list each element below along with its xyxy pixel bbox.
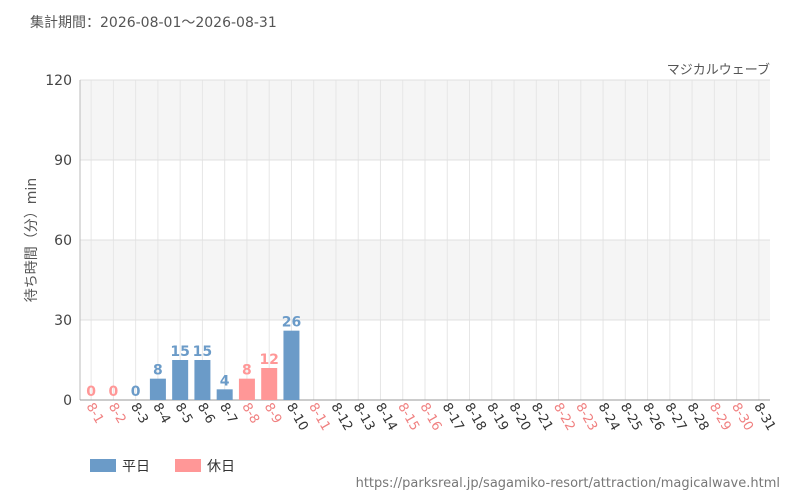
- bar: [172, 360, 189, 400]
- x-tick-label: 8-28: [684, 401, 712, 434]
- x-tick-label: 8-1: [83, 401, 107, 427]
- data-label: 12: [259, 352, 278, 368]
- y-tick-label: 30: [54, 313, 72, 329]
- data-label: 0: [131, 384, 141, 400]
- x-tick-label: 8-8: [238, 401, 262, 427]
- data-label: 0: [86, 384, 96, 400]
- chart-title: マジカルウェーブ: [667, 62, 770, 78]
- x-tick-label: 8-10: [283, 401, 311, 434]
- x-tick-label: 8-19: [483, 401, 511, 434]
- x-tick-label: 8-17: [439, 401, 467, 434]
- x-tick-label: 8-24: [595, 401, 623, 434]
- data-label: 8: [153, 363, 163, 379]
- footer: https://parksreal.jp/sagamiko-resort/att…: [356, 476, 780, 491]
- x-tick-label: 8-14: [372, 401, 400, 434]
- y-tick-label: 90: [54, 153, 72, 169]
- x-tick-label: 8-7: [216, 401, 240, 427]
- data-label: 4: [220, 373, 230, 389]
- x-tick-label: 8-5: [172, 401, 196, 427]
- chart-subtitle: 集計期間：2026-08-01～2026-08-31: [30, 14, 277, 31]
- legend-swatch: [90, 459, 116, 472]
- legend-label: 休日: [207, 459, 235, 475]
- x-tick-label: 8-9: [261, 401, 285, 427]
- data-label: 15: [193, 344, 212, 360]
- x-tick-label: 8-26: [639, 401, 667, 434]
- y-tick-label: 60: [54, 233, 72, 249]
- bar: [194, 360, 211, 400]
- bar: [261, 368, 278, 400]
- x-tick-label: 8-2: [105, 401, 129, 427]
- x-tick-label: 8-15: [394, 401, 422, 434]
- x-tick-label: 8-16: [417, 401, 445, 434]
- x-tick-label: 8-25: [617, 401, 645, 434]
- x-tick-label: 8-23: [572, 401, 600, 434]
- x-tick-label: 8-30: [728, 401, 756, 434]
- data-label: 8: [242, 363, 252, 379]
- x-tick-label: 8-4: [149, 401, 173, 427]
- x-tick-label: 8-21: [528, 401, 556, 434]
- data-label: 0: [109, 384, 119, 400]
- x-tick-label: 8-13: [350, 401, 378, 434]
- legend-label: 平日: [122, 459, 150, 475]
- x-tick-label: 8-18: [461, 401, 489, 434]
- x-tick-label: 8-27: [661, 401, 689, 434]
- x-tick-label: 8-6: [194, 401, 218, 427]
- x-tick-label: 8-11: [305, 401, 333, 434]
- x-tick-label: 8-29: [706, 401, 734, 434]
- x-tick-label: 8-3: [127, 401, 151, 427]
- legend-swatch: [175, 459, 201, 472]
- y-axis-label: 待ち時間（分）min: [24, 178, 40, 302]
- y-tick-label: 120: [45, 73, 72, 89]
- bar: [238, 378, 255, 400]
- data-label: 26: [282, 315, 301, 331]
- x-tick-label: 8-22: [550, 401, 578, 434]
- y-tick-label: 0: [63, 393, 72, 409]
- bar: [216, 389, 233, 400]
- bar: [149, 378, 166, 400]
- x-tick-label: 8-12: [328, 401, 356, 434]
- x-tick-label: 8-31: [750, 401, 778, 434]
- data-label: 15: [170, 344, 189, 360]
- x-tick-label: 8-20: [506, 401, 534, 434]
- bar: [283, 330, 300, 400]
